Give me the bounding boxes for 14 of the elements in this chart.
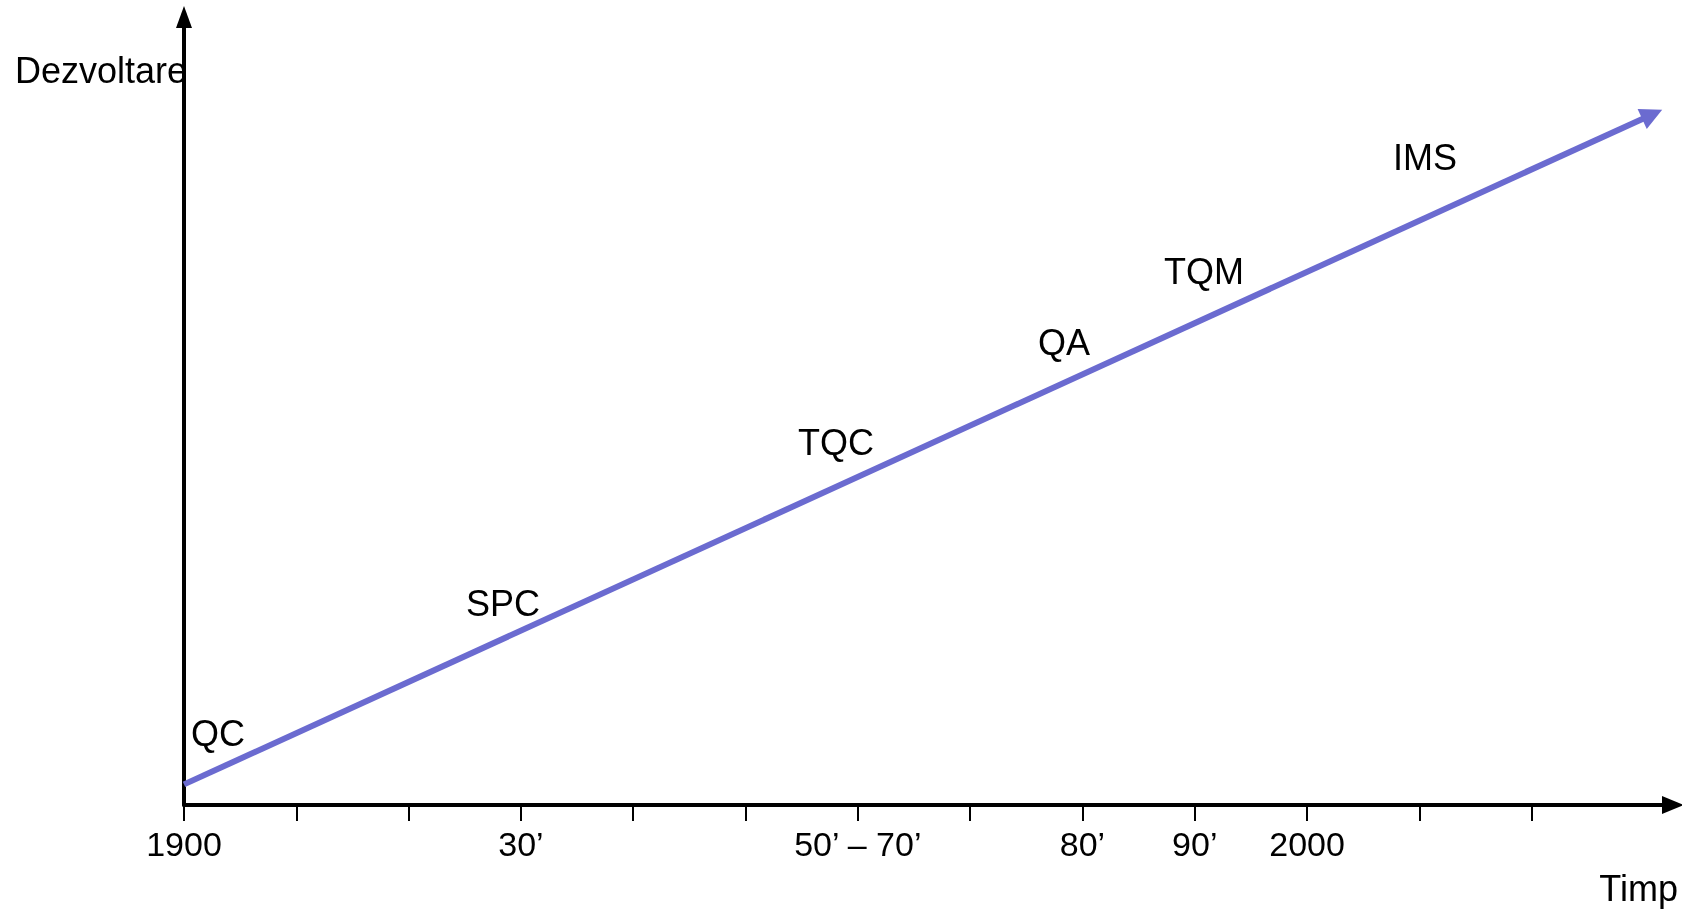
annotation: QA xyxy=(1037,321,1091,363)
x-axis-title: Timp xyxy=(1599,867,1679,909)
annotation: QC xyxy=(191,712,245,754)
x-tick-label: 2000 xyxy=(1269,825,1345,863)
y-axis-title: Dezvoltare xyxy=(15,49,188,91)
annotation: TQM xyxy=(1164,250,1244,292)
annotation: SPC xyxy=(465,582,541,624)
annotation: IMS xyxy=(1392,136,1458,178)
x-tick-label: 80’ xyxy=(1059,825,1106,863)
x-tick-label: 50’ – 70’ xyxy=(794,825,922,863)
x-tick-label: 1900 xyxy=(146,825,222,863)
x-tick-label: 30’ xyxy=(498,825,544,863)
annotation: TQC xyxy=(798,421,874,463)
x-tick-label: 90’ xyxy=(1172,825,1218,863)
